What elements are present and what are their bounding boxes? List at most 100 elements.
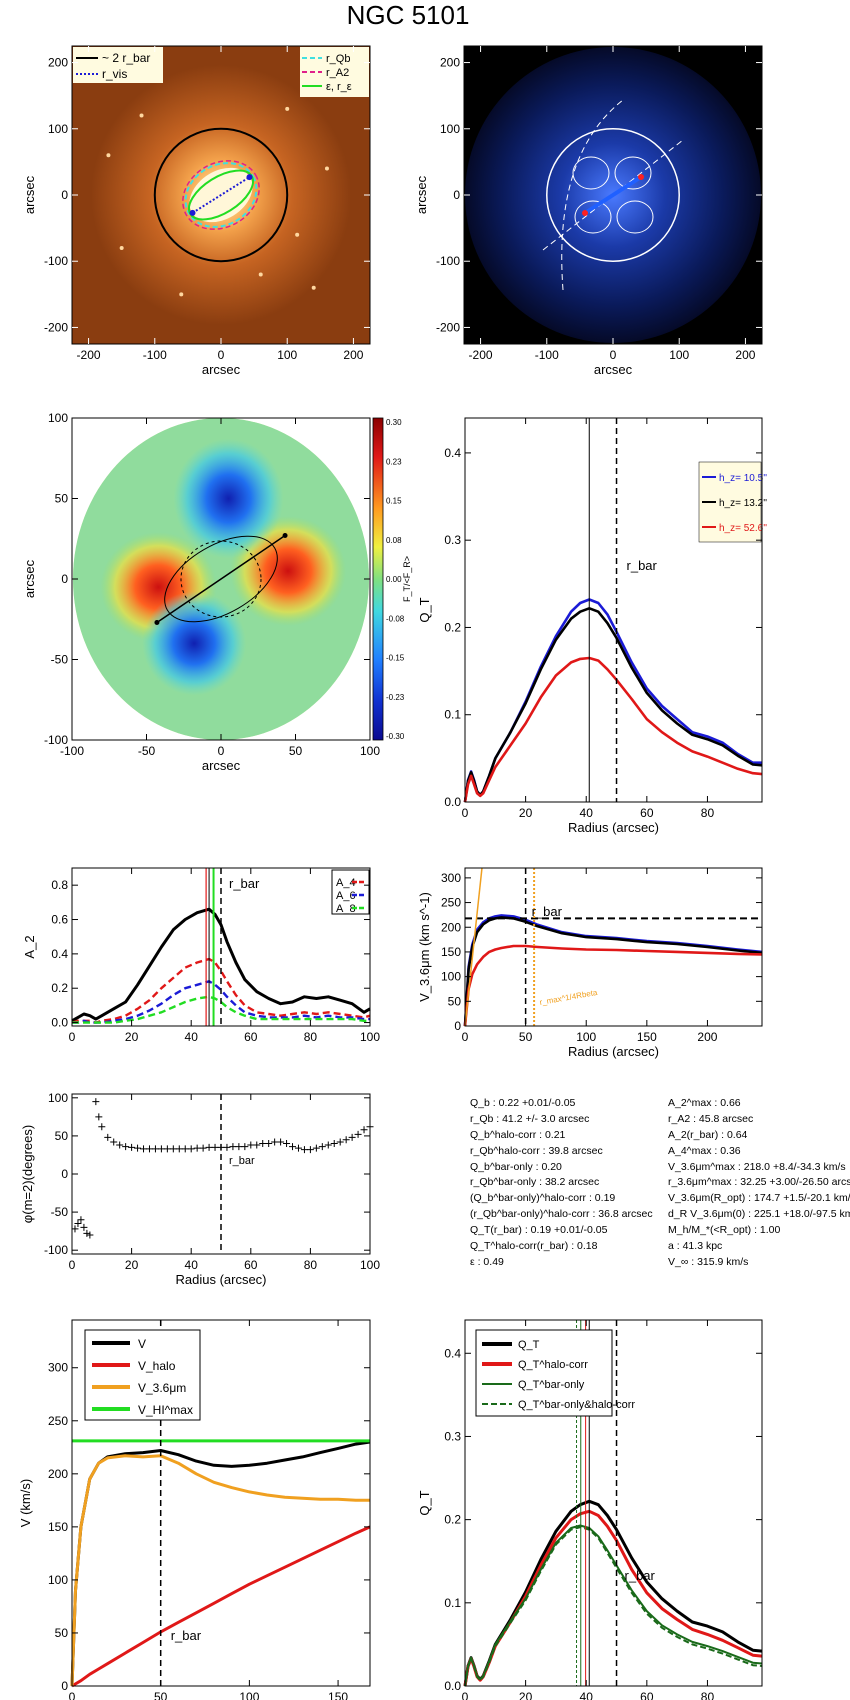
stat-line: r_Qb^bar-only : 38.2 arcsec [470, 1176, 600, 1189]
y-tick-label: -200 [436, 320, 460, 334]
legend-label: ~ 2 r_bar [102, 51, 150, 65]
x-tick-label: 80 [304, 1258, 318, 1272]
phase-point [318, 1143, 326, 1151]
y-tick-label: 100 [48, 1091, 68, 1105]
phase-point [247, 1141, 255, 1149]
chart-p9: r_bar V V_halo V_3.6μm V_HI^max 0 50 100 150 0 50 1… [18, 1319, 371, 1700]
stat-line: ε : 0.49 [470, 1255, 504, 1268]
plot-frame [71, 1319, 371, 1687]
phase-point [360, 1126, 368, 1134]
legend-label: h_z= 52.6'' [719, 523, 767, 534]
x-tick-label: 200 [735, 348, 755, 362]
series-line [464, 1524, 763, 1687]
y-tick-label: 0.6 [51, 913, 68, 927]
y-tick-label: 200 [48, 56, 68, 70]
x-tick-label: 150 [328, 1690, 348, 1700]
y-tick-label: 250 [48, 1414, 68, 1428]
x-tick-label: 0 [462, 806, 469, 820]
y-tick-label: 0.1 [444, 708, 461, 722]
phase-point [306, 1146, 314, 1154]
stat-line: M_h/M_*(<R_opt) : 1.00 [668, 1224, 781, 1237]
legend-label: Q_T^bar-only [518, 1379, 585, 1391]
y-tick-label: -50 [51, 1205, 69, 1219]
series-line [463, 914, 763, 1027]
y-axis-label: Q_T [417, 1490, 432, 1515]
x-tick-label: 60 [640, 1690, 654, 1700]
x-tick-label: 20 [125, 1258, 139, 1272]
chart-p2: -200 -100 0 100 200 -200 -100 0 100 200 arcsec arcs… [414, 45, 763, 377]
phase-point [83, 1229, 91, 1237]
x-tick-label: 0 [610, 348, 617, 362]
y-tick-label: 200 [441, 920, 461, 934]
x-tick-label: -100 [143, 348, 167, 362]
chart-p4: r_bar h_z= 10.5'' h_z= 13.2'' h_z= 52.6'' 0 2… [417, 417, 767, 835]
phase-point [80, 1223, 88, 1231]
chart-p5: r_bar A_4A_6A_8 0 20 40 60 80 100 0.0 0.2 0.4 0.6 0.… [22, 867, 380, 1044]
star-point [285, 106, 290, 111]
series-line [72, 995, 370, 1024]
y-tick-label: 50 [55, 1626, 69, 1640]
series-line [463, 656, 763, 803]
star-point [119, 245, 124, 250]
y-axis-label: arcsec [414, 175, 429, 214]
star-point [179, 292, 184, 297]
y-tick-label: 0 [61, 1167, 68, 1181]
legend-label: r_A2 [326, 67, 349, 79]
phase-point [199, 1144, 207, 1152]
legend-label: A_4 [336, 877, 356, 889]
stat-line: Q_T(r_bar) : 0.19 +0.01/-0.05 [470, 1224, 608, 1237]
x-tick-label: 200 [697, 1030, 717, 1044]
stat-line: Q_b^bar-only : 0.20 [470, 1160, 562, 1173]
phase-point [181, 1145, 189, 1153]
phase-point [277, 1138, 285, 1146]
y-tick-label: 0.3 [444, 1429, 461, 1443]
series-line [463, 606, 763, 803]
y-tick-label: 0 [61, 572, 68, 586]
stat-line: d_R V_3.6μm(0) : 225.1 +18.0/-97.5 km/s/… [668, 1208, 850, 1221]
colorbar-tick-label: -0.15 [386, 654, 405, 663]
series-line [71, 1525, 371, 1688]
legend-label: V_3.6μm [138, 1381, 186, 1395]
x-axis-label: Radius (arcsec) [175, 1272, 266, 1287]
rQb-circle [180, 540, 262, 618]
y-tick-label: 50 [55, 492, 69, 506]
plot-frame [464, 417, 763, 803]
x-tick-label: 80 [701, 806, 715, 820]
series-line [70, 1440, 371, 1687]
phase-point [77, 1216, 85, 1224]
y-tick-label: 200 [440, 56, 460, 70]
phase-point [342, 1136, 350, 1144]
rvis-line [191, 176, 251, 214]
phase-point [211, 1143, 219, 1151]
bar-end-marker [282, 533, 288, 539]
figure-title: NGC 5101 [347, 0, 470, 30]
y-tick-label: 100 [48, 122, 68, 136]
legend-label: A_8 [336, 903, 356, 915]
y-tick-label: 150 [48, 1520, 68, 1534]
y-tick-label: 300 [441, 871, 461, 885]
x-tick-label: 80 [701, 1690, 715, 1700]
legend-label: h_z= 13.2'' [719, 498, 767, 509]
colorbar-tick-label: 0.08 [386, 536, 402, 545]
stats-right-block: A_2^max : 0.66 r_A2 : 45.8 arcsec A_2(r_ba… [668, 1096, 850, 1271]
rA2-ellipse [182, 160, 260, 230]
chart-p6: r_bar r_max^1/4Rbeta 0 50 100 150 200 0 50 100 150… [417, 867, 763, 1059]
phase-point [265, 1140, 273, 1148]
x-tick-label: 60 [244, 1258, 258, 1272]
star-point [139, 113, 144, 118]
colorbar-tick-label: 0.15 [386, 497, 402, 506]
series-line [72, 980, 370, 1024]
phase-point [110, 1138, 118, 1146]
y-axis-label: V (km/s) [18, 1479, 33, 1527]
legend-label: r_vis [102, 67, 127, 81]
phase-point [128, 1143, 136, 1151]
x-tick-label: 20 [519, 806, 533, 820]
y-tick-label: 0.0 [51, 1016, 68, 1030]
phase-point [223, 1143, 231, 1151]
y-tick-label: 50 [448, 994, 462, 1008]
y-tick-label: -200 [44, 320, 68, 334]
legend-label: Q_T [518, 1339, 540, 1351]
phase-point [169, 1145, 177, 1153]
phase-point [151, 1145, 159, 1153]
series-line [464, 1526, 763, 1687]
